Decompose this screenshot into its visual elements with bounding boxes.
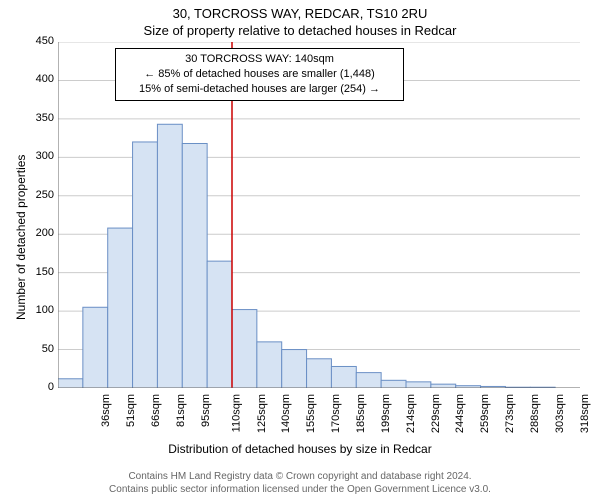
y-tick-label: 250: [26, 189, 54, 201]
x-tick-label: 66sqm: [150, 394, 162, 427]
y-tick-label: 400: [26, 73, 54, 85]
footer-line-1: Contains HM Land Registry data © Crown c…: [0, 470, 600, 483]
y-tick-label: 450: [26, 35, 54, 47]
x-tick-label: 155sqm: [305, 394, 317, 433]
x-tick-label: 185sqm: [355, 394, 367, 433]
x-tick-label: 95sqm: [200, 394, 212, 427]
x-tick-label: 273sqm: [504, 394, 516, 433]
x-tick-label: 303sqm: [554, 394, 566, 433]
x-tick-label: 288sqm: [529, 394, 541, 433]
y-tick-label: 350: [26, 112, 54, 124]
footer-line-2: Contains public sector information licen…: [0, 483, 600, 496]
y-tick-label: 0: [26, 381, 54, 393]
page-subtitle: Size of property relative to detached ho…: [0, 21, 600, 38]
y-tick-label: 150: [26, 266, 54, 278]
x-tick-label: 36sqm: [100, 394, 112, 427]
x-tick-label: 81sqm: [175, 394, 187, 427]
annotation-box: 30 TORCROSS WAY: 140sqm ← 85% of detache…: [115, 48, 404, 101]
x-tick-label: 170sqm: [330, 394, 342, 433]
x-tick-label: 110sqm: [230, 394, 242, 432]
x-tick-label: 140sqm: [281, 394, 293, 433]
annotation-line-1: 30 TORCROSS WAY: 140sqm: [122, 52, 397, 67]
footer-attribution: Contains HM Land Registry data © Crown c…: [0, 470, 600, 496]
x-tick-label: 199sqm: [380, 394, 392, 433]
x-tick-label: 51sqm: [125, 394, 137, 427]
y-tick-label: 100: [26, 304, 54, 316]
x-tick-label: 214sqm: [405, 394, 417, 433]
x-tick-label: 318sqm: [579, 394, 591, 433]
annotation-line-2: ← 85% of detached houses are smaller (1,…: [122, 67, 397, 82]
y-tick-label: 200: [26, 227, 54, 239]
x-tick-label: 244sqm: [455, 394, 467, 433]
x-axis-label: Distribution of detached houses by size …: [0, 442, 600, 456]
y-tick-label: 300: [26, 150, 54, 162]
annotation-line-3: 15% of semi-detached houses are larger (…: [122, 82, 397, 97]
page-title: 30, TORCROSS WAY, REDCAR, TS10 2RU: [0, 0, 600, 21]
x-tick-label: 259sqm: [479, 394, 491, 433]
x-tick-label: 229sqm: [430, 394, 442, 433]
x-tick-label: 125sqm: [256, 394, 268, 433]
y-tick-label: 50: [26, 343, 54, 355]
